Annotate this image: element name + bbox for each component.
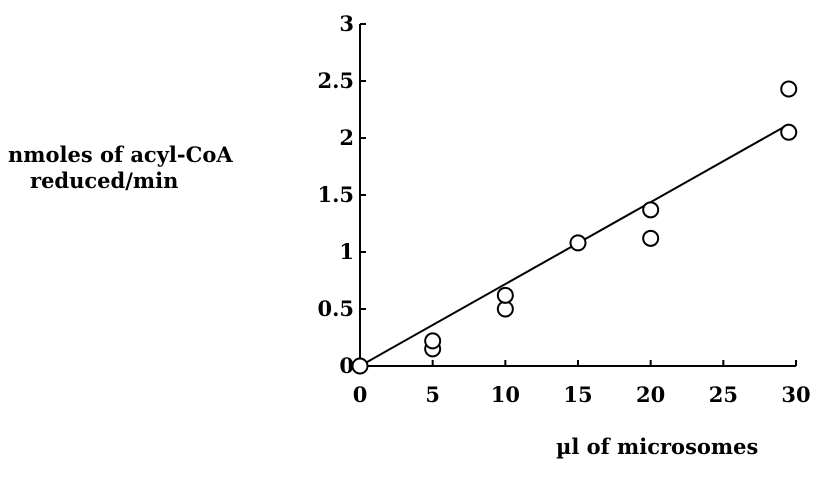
data-point: [780, 80, 798, 98]
y-tick-label: 2: [339, 125, 354, 150]
y-axis-label-line-1: nmoles of acyl-CoA: [8, 142, 233, 167]
y-axis-label: nmoles of acyl-CoA reduced/min: [8, 142, 233, 194]
data-point: [780, 123, 798, 141]
y-tick-label: 0: [339, 353, 354, 378]
x-tick-label: 5: [425, 382, 440, 407]
data-point: [642, 201, 660, 219]
y-axis-label-line-2: reduced/min: [30, 168, 179, 193]
x-tick-label: 30: [781, 382, 810, 407]
data-points: [351, 80, 798, 375]
x-tick-label: 10: [491, 382, 520, 407]
data-point: [351, 357, 369, 375]
y-tick-label: 2.5: [317, 68, 354, 93]
y-tick-label: 3: [339, 11, 354, 36]
axes: [359, 23, 797, 367]
y-tick-label: 1: [339, 239, 354, 264]
data-point: [642, 229, 660, 247]
y-tick-label: 1.5: [317, 182, 354, 207]
y-tick-label: 0.5: [317, 296, 354, 321]
x-tick-label: 15: [563, 382, 592, 407]
data-point: [569, 234, 587, 252]
x-tick-label: 20: [636, 382, 665, 407]
data-point: [424, 332, 442, 350]
x-tick-labels: 0 5 10 15 20 25 30: [353, 382, 811, 407]
data-point: [496, 286, 514, 304]
x-axis-label: µl of microsomes: [556, 434, 759, 459]
y-tick-labels: 0 0.5 1 1.5 2 2.5 3: [317, 11, 354, 378]
x-tick-label: 0: [353, 382, 368, 407]
x-tick-label: 25: [709, 382, 738, 407]
